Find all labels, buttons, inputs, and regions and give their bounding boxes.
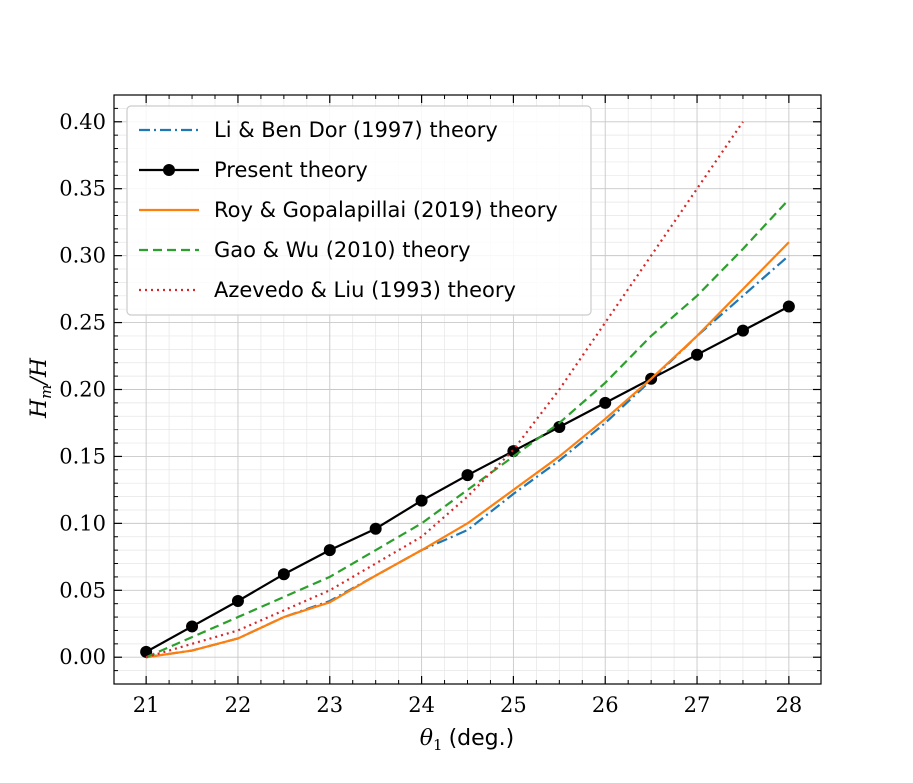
y-tick-label: 0.35: [59, 177, 106, 201]
data-point: [461, 469, 474, 482]
legend-label: Roy & Gopalapillai (2019) theory: [214, 198, 558, 222]
x-axis-label-subscript: 1: [433, 736, 443, 754]
data-point: [599, 396, 612, 409]
data-point: [186, 620, 199, 633]
y-tick-label: 0.20: [59, 378, 106, 402]
data-point: [691, 348, 704, 361]
y-tick-label: 0.00: [59, 645, 106, 669]
legend-label: Li & Ben Dor (1997) theory: [214, 118, 498, 142]
series-line: [145, 121, 744, 659]
x-axis-label-unit: (deg.): [449, 726, 515, 751]
data-point: [415, 494, 428, 507]
x-axis-label-symbol: θ: [420, 726, 433, 751]
x-axis-label: θ1 (deg.): [420, 726, 514, 754]
y-tick-label: 0.25: [59, 311, 106, 335]
y-tick-label: 0.30: [59, 244, 106, 268]
x-tick-label: 28: [775, 693, 802, 717]
x-tick-label: 26: [592, 693, 619, 717]
data-point: [553, 420, 566, 433]
x-tick-label: 24: [408, 693, 435, 717]
series-line: [145, 241, 790, 659]
y-axis-label-tail: /H: [27, 357, 52, 386]
data-point: [231, 595, 244, 608]
data-point: [369, 522, 382, 535]
y-tick-label: 0.15: [59, 444, 106, 468]
data-point: [782, 300, 795, 313]
y-axis-label-subscript: m: [37, 385, 55, 399]
data-point: [736, 324, 749, 337]
axes: 21 22 23 24 25 26 27 28 0.00 0.05 0.10 0.15 0.20 0.25…: [59, 94, 822, 717]
legend-label: Azevedo & Liu (1993) theory: [214, 278, 516, 302]
x-tick-label: 25: [500, 693, 527, 717]
x-tick-label: 27: [684, 693, 711, 717]
y-tick-label: 0.40: [59, 110, 106, 134]
data-point: [323, 544, 336, 557]
legend-box: [126, 105, 592, 316]
legend-label: Gao & Wu (2010) theory: [214, 238, 471, 262]
legend-label: Present theory: [214, 158, 368, 182]
y-tick-label: 0.05: [59, 578, 106, 602]
x-tick-label: 22: [225, 693, 252, 717]
data-point: [277, 568, 290, 581]
series-line: [145, 198, 790, 659]
series-layer: [140, 121, 795, 659]
y-axis-label: Hm/H: [27, 357, 55, 419]
y-axis-label-main: H: [27, 398, 52, 419]
legend-marker: [163, 164, 175, 176]
x-tick-label: 21: [133, 693, 160, 717]
legend: Li & Ben Dor (1997) theory Present theory…: [126, 105, 592, 316]
x-tick-label: 23: [316, 693, 343, 717]
y-tick-label: 0.10: [59, 511, 106, 535]
